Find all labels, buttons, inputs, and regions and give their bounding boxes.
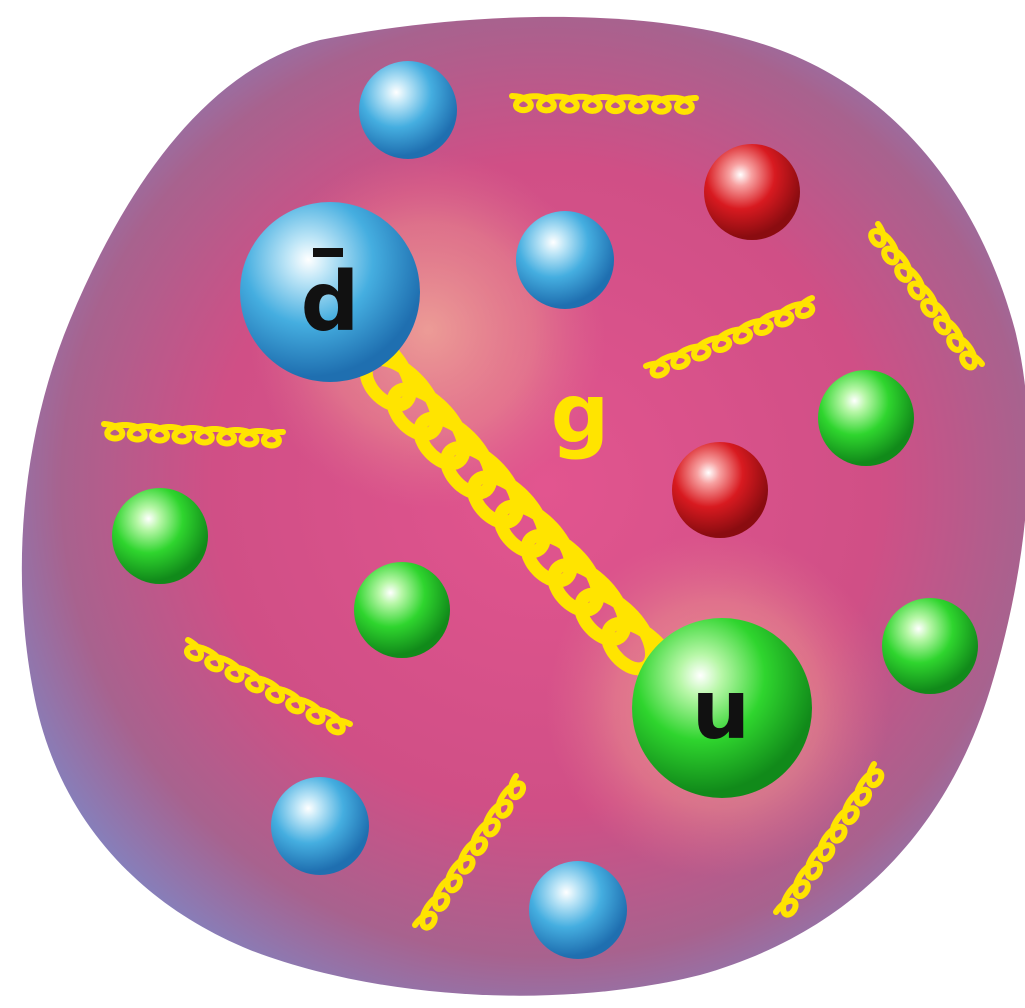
green-quark [882, 598, 978, 694]
gluon-coil-top [509, 93, 699, 115]
gluon-coil-lower-right [773, 761, 885, 918]
gluon-coil-left [101, 421, 286, 449]
blue-quark [271, 777, 369, 875]
gluon-coil-center [643, 295, 816, 379]
antidown-label-group: d [301, 248, 360, 350]
antidown-quark [240, 202, 420, 382]
red-quark [704, 144, 800, 240]
gluon-label: g [551, 367, 610, 462]
gluon-coils [101, 93, 985, 931]
green-quark [354, 562, 450, 658]
antidown-overbar [313, 248, 343, 257]
gluon-coil-bottom [412, 773, 527, 931]
blue-quark [516, 211, 614, 309]
gluon-coil-right [868, 221, 985, 371]
green-quark [112, 488, 208, 584]
gluon-coil-main [359, 345, 667, 676]
red-quark [672, 442, 768, 538]
green-quark [818, 370, 914, 466]
antidown-label: d [301, 255, 360, 350]
up-quark [632, 618, 812, 798]
blue-quark [529, 861, 627, 959]
quark-spheres [112, 61, 978, 959]
gluon-coil-lower-left [184, 637, 353, 736]
blue-quark [359, 61, 457, 159]
up-label: u [692, 663, 750, 758]
